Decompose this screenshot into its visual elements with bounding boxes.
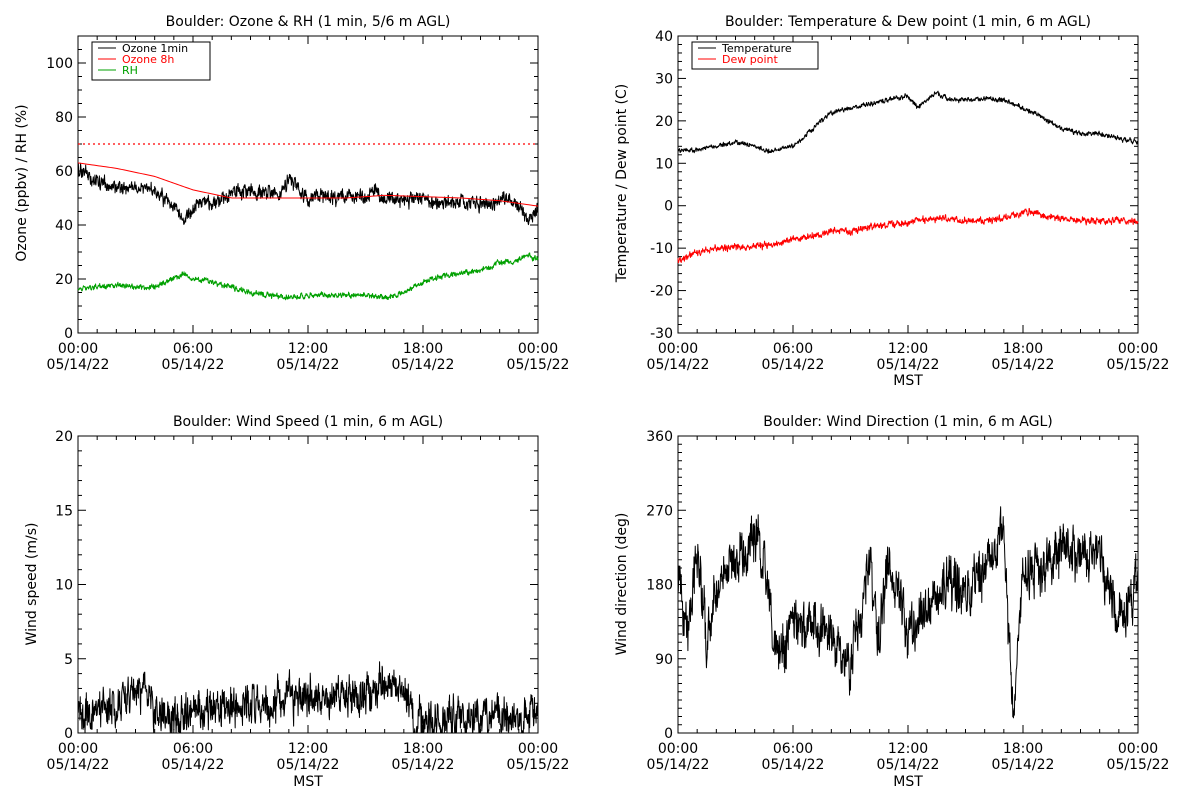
x-axis-label: MST xyxy=(893,774,923,790)
plot-frame xyxy=(677,435,1139,734)
panel-ozone-rh: Boulder: Ozone & RH (1 min, 5/6 m AGL) O… xyxy=(14,14,569,373)
panel-wind-direction: Boulder: Wind Direction (1 min, 6 m AGL)… xyxy=(614,414,1169,790)
legend-box xyxy=(691,41,819,70)
x-tick-label: 06:00 xyxy=(773,341,813,357)
series-ozone-8h xyxy=(77,162,539,207)
x-tick-label: 00:00 xyxy=(658,741,698,757)
x-axis-label: MST xyxy=(293,774,323,790)
y-tick-label: 100 xyxy=(46,56,73,72)
x-tick-label: 05/14/22 xyxy=(392,757,455,773)
chart-title: Boulder: Wind Direction (1 min, 6 m AGL) xyxy=(763,414,1052,430)
x-tick-label: 05/15/22 xyxy=(507,757,570,773)
x-tick-label: 05/14/22 xyxy=(762,757,825,773)
y-axis-label: Ozone (ppbv) / RH (%) xyxy=(14,104,30,261)
y-tick-label: 15 xyxy=(55,503,73,519)
x-tick-label: 00:00 xyxy=(58,741,98,757)
x-tick-label: 05/14/22 xyxy=(647,357,710,373)
legend-entry: Ozone 8h xyxy=(122,53,174,66)
y-tick-label: 20 xyxy=(55,429,73,445)
series-rh xyxy=(77,252,539,301)
series-line xyxy=(677,506,1139,719)
x-tick-label: 00:00 xyxy=(518,341,558,357)
y-tick-label: -20 xyxy=(650,284,673,300)
y-tick-label: 90 xyxy=(655,652,673,668)
x-tick-label: 18:00 xyxy=(403,741,443,757)
x-tick-label: 05/14/22 xyxy=(877,757,940,773)
x-tick-label: 12:00 xyxy=(288,741,328,757)
y-tick-label: 0 xyxy=(664,199,673,215)
y-tick-label: 40 xyxy=(655,29,673,45)
x-tick-label: 05/15/22 xyxy=(1107,357,1170,373)
x-tick-label: 12:00 xyxy=(888,741,928,757)
series-line xyxy=(77,661,539,734)
panel-wind-speed: Boulder: Wind Speed (1 min, 6 m AGL) Win… xyxy=(24,414,569,790)
x-tick-label: 05/14/22 xyxy=(162,757,225,773)
series-temperature xyxy=(677,90,1139,154)
x-tick-label: 12:00 xyxy=(888,341,928,357)
y-tick-label: 180 xyxy=(646,578,673,594)
panel-temp-dewpoint: Boulder: Temperature & Dew point (1 min,… xyxy=(614,14,1169,389)
plot-frame xyxy=(677,35,1139,334)
y-tick-label: 0 xyxy=(664,726,673,742)
y-tick-label: 40 xyxy=(55,218,73,234)
chart-title: Boulder: Temperature & Dew point (1 min,… xyxy=(725,14,1091,30)
x-tick-label: 18:00 xyxy=(403,341,443,357)
x-axis-label: MST xyxy=(893,373,923,389)
x-tick-label: 00:00 xyxy=(1118,341,1158,357)
y-tick-label: 20 xyxy=(655,114,673,130)
x-tick-label: 00:00 xyxy=(1118,741,1158,757)
y-axis-label: Wind speed (m/s) xyxy=(24,523,40,646)
series-ozone-1min xyxy=(77,162,539,226)
x-tick-label: 05/14/22 xyxy=(162,357,225,373)
x-tick-label: 05/14/22 xyxy=(392,357,455,373)
x-tick-label: 05/14/22 xyxy=(877,357,940,373)
series-dew-point xyxy=(677,207,1139,264)
x-tick-label: 18:00 xyxy=(1003,741,1043,757)
y-tick-label: 10 xyxy=(55,578,73,594)
y-tick-label: 5 xyxy=(64,652,73,668)
y-tick-label: 270 xyxy=(646,503,673,519)
y-tick-label: 60 xyxy=(55,164,73,180)
x-tick-label: 05/14/22 xyxy=(47,757,110,773)
y-axis-label: Wind direction (deg) xyxy=(614,513,630,656)
y-tick-label: 360 xyxy=(646,429,673,445)
x-tick-label: 05/14/22 xyxy=(992,357,1055,373)
x-tick-label: 18:00 xyxy=(1003,341,1043,357)
x-tick-label: 05/14/22 xyxy=(277,357,340,373)
y-tick-label: 0 xyxy=(64,326,73,342)
x-tick-label: 05/14/22 xyxy=(762,357,825,373)
y-tick-label: 30 xyxy=(655,71,673,87)
x-tick-label: 05/14/22 xyxy=(992,757,1055,773)
y-axis-label: Temperature / Dew point (C) xyxy=(614,84,630,283)
legend-entry: Ozone 1min xyxy=(122,42,188,55)
x-tick-label: 00:00 xyxy=(58,341,98,357)
x-tick-label: 05/14/22 xyxy=(47,357,110,373)
y-tick-label: 0 xyxy=(64,726,73,742)
x-tick-label: 06:00 xyxy=(173,341,213,357)
y-tick-label: 20 xyxy=(55,272,73,288)
x-tick-label: 00:00 xyxy=(658,341,698,357)
y-tick-label: -30 xyxy=(650,326,673,342)
x-tick-label: 05/14/22 xyxy=(277,757,340,773)
chart-title: Boulder: Ozone & RH (1 min, 5/6 m AGL) xyxy=(166,14,451,30)
x-tick-label: 00:00 xyxy=(518,741,558,757)
x-tick-label: 06:00 xyxy=(773,741,813,757)
legend-entry: Dew point xyxy=(722,53,778,66)
y-tick-label: -10 xyxy=(650,241,673,257)
y-tick-label: 80 xyxy=(55,110,73,126)
chart-title: Boulder: Wind Speed (1 min, 6 m AGL) xyxy=(173,414,443,430)
legend-entry: RH xyxy=(122,64,138,77)
x-tick-label: 06:00 xyxy=(173,741,213,757)
x-tick-label: 05/14/22 xyxy=(647,757,710,773)
y-tick-label: 10 xyxy=(655,156,673,172)
x-tick-label: 05/15/22 xyxy=(1107,757,1170,773)
x-tick-label: 05/15/22 xyxy=(507,357,570,373)
x-tick-label: 12:00 xyxy=(288,341,328,357)
legend-entry: Temperature xyxy=(721,42,792,55)
